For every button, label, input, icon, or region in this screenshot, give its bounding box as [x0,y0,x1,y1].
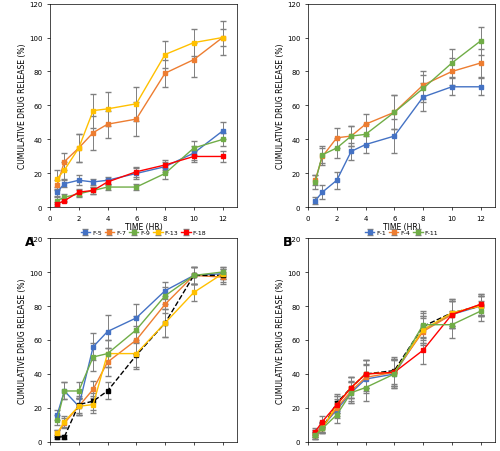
Legend: F-1, F-4, F-11: F-1, F-4, F-11 [362,228,440,238]
Y-axis label: CUMULATIVE DRUG RELEASE (%): CUMULATIVE DRUG RELEASE (%) [276,44,285,169]
X-axis label: TIME (HR): TIME (HR) [124,223,162,232]
Y-axis label: CUMULATIVE DRUG RELEASE (%): CUMULATIVE DRUG RELEASE (%) [18,44,28,169]
Legend: F-5, F-7, F-9, F-13, F-18: F-5, F-7, F-9, F-13, F-18 [78,228,209,238]
X-axis label: TIME (HR): TIME (HR) [382,223,420,232]
Text: B: B [284,235,293,249]
Text: A: A [25,235,35,249]
Y-axis label: CUMULATIVE DRUG RELEASE (%): CUMULATIVE DRUG RELEASE (%) [276,278,285,403]
Y-axis label: CUMULATIVE DRUG RELEASE (%): CUMULATIVE DRUG RELEASE (%) [18,278,28,403]
